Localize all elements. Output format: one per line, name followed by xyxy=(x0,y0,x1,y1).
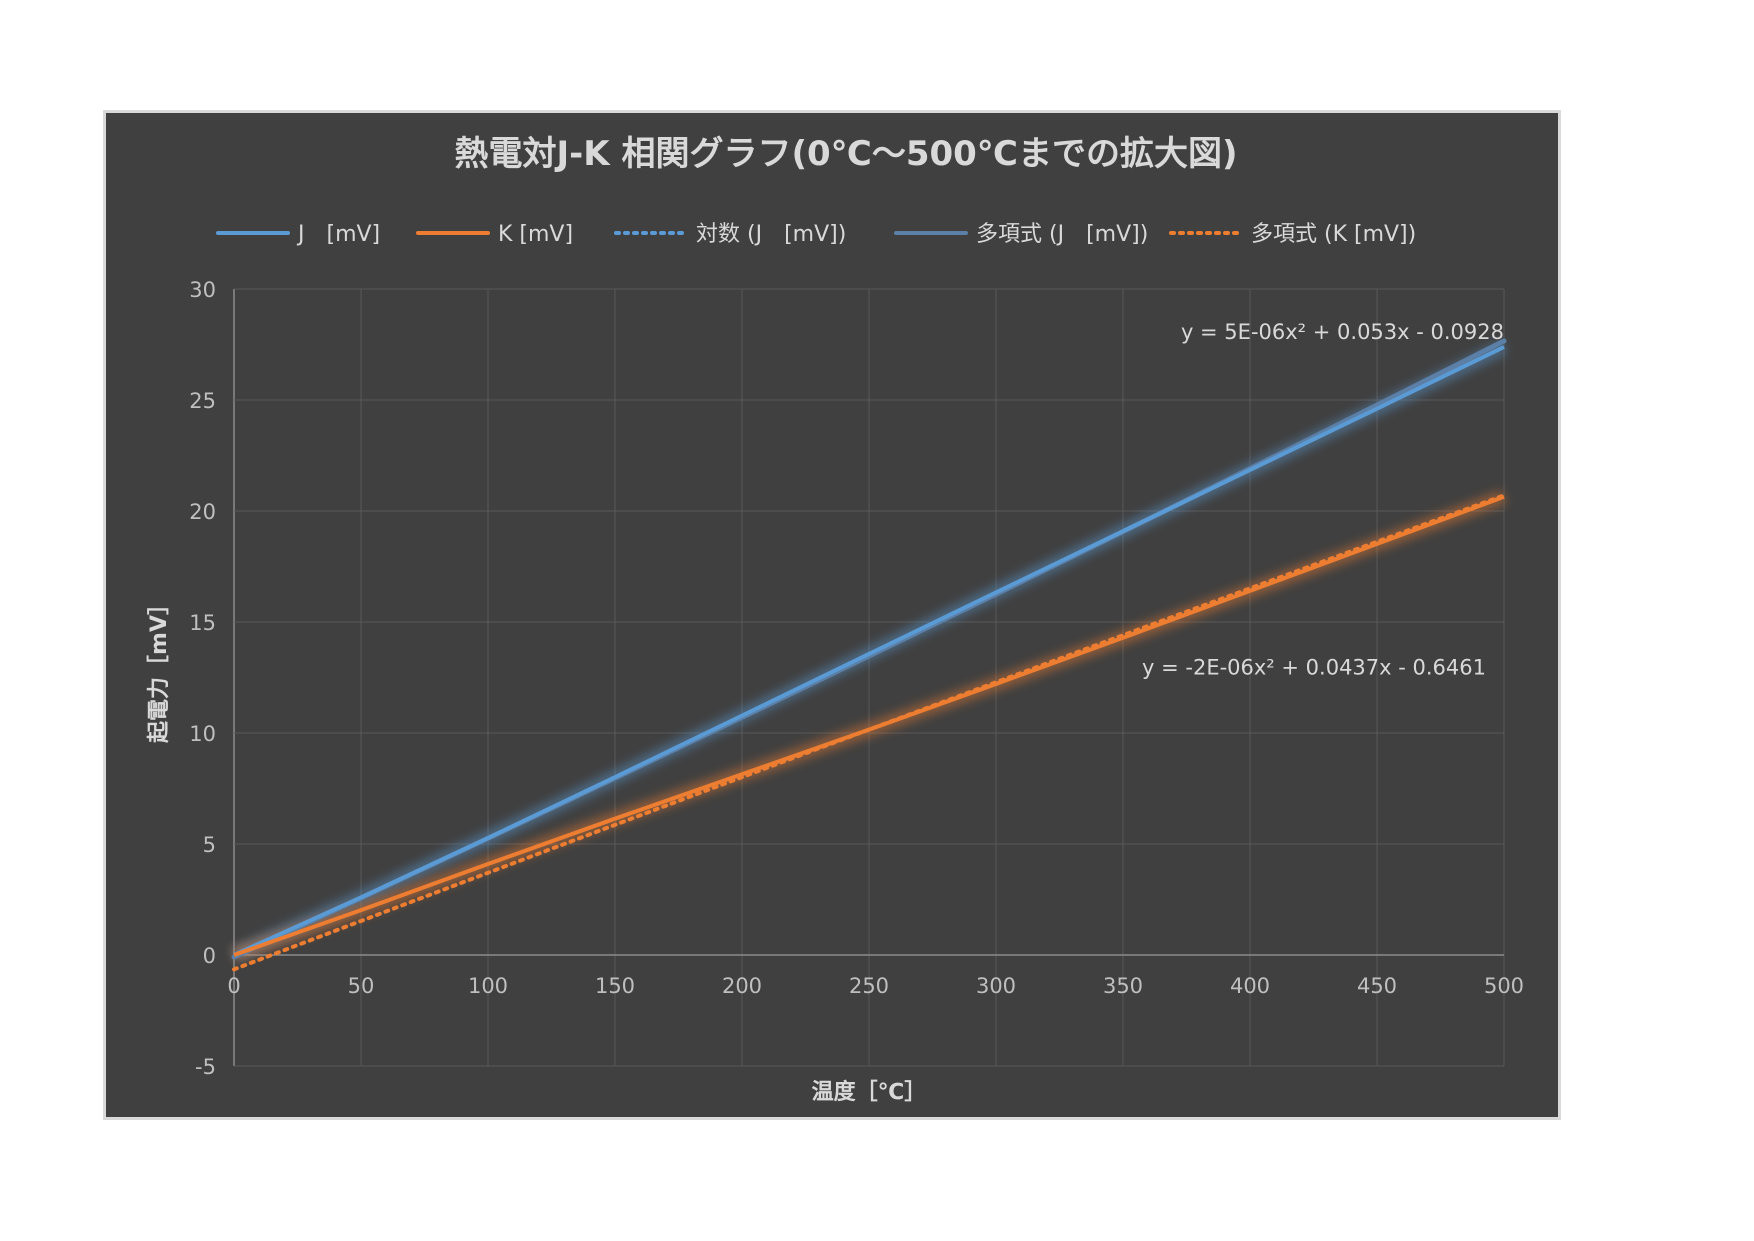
legend-item-4[interactable]: 多項式 (K [mV]) xyxy=(1169,222,1416,247)
chart-title: 熱電対J-K 相関グラフ(0℃～500℃までの拡大図) xyxy=(455,134,1238,174)
gridlines xyxy=(233,288,1505,1067)
trendline-equation: y = -2E-06x² + 0.0437x - 0.6461 xyxy=(1142,655,1486,679)
x-tick-label: 500 xyxy=(1484,974,1524,998)
x-tick-label: 400 xyxy=(1230,974,1270,998)
trendline-equation: y = 5E-06x² + 0.053x - 0.0928 xyxy=(1181,320,1504,344)
y-axis-label: 起電力［mV］ xyxy=(146,593,172,744)
legend-item-3[interactable]: 多項式 (J [mV]) xyxy=(894,222,1148,247)
y-tick-label: 5 xyxy=(203,833,216,857)
legend-label: K [mV] xyxy=(498,222,573,247)
x-tick-label: 150 xyxy=(595,974,635,998)
x-tick-label: 450 xyxy=(1357,974,1397,998)
y-tick-label: -5 xyxy=(195,1055,216,1079)
legend-label: 多項式 (J [mV]) xyxy=(976,222,1148,247)
legend-label: J [mV] xyxy=(296,222,380,247)
y-tick-label: 15 xyxy=(189,611,216,635)
legend: J [mV] K [mV] 対数 (J [mV]) 多項式 (J [mV]) 多項式 (… xyxy=(216,222,1416,247)
chart-panel: 熱電対J-K 相関グラフ(0℃～500℃までの拡大図) J [mV] K [mV]… xyxy=(106,113,1558,1117)
series-layer xyxy=(231,338,1508,972)
x-tick-label: 250 xyxy=(849,974,889,998)
x-axis-label: 温度［℃］ xyxy=(812,1079,927,1105)
legend-label: 多項式 (K [mV]) xyxy=(1251,222,1416,247)
y-tick-label: 25 xyxy=(189,389,216,413)
y-tick-label: 20 xyxy=(189,500,216,524)
legend-item-0[interactable]: J [mV] xyxy=(216,222,380,247)
y-tick-label: 30 xyxy=(189,278,216,302)
y-tick-label: 0 xyxy=(203,944,216,968)
legend-item-2[interactable]: 対数 (J [mV]) xyxy=(614,222,846,247)
legend-item-1[interactable]: K [mV] xyxy=(416,222,573,247)
trendline-equations: y = 5E-06x² + 0.053x - 0.0928 y = -2E-06x… xyxy=(1142,320,1504,679)
series-line-0 xyxy=(233,345,1505,957)
x-tick-label: 0 xyxy=(227,974,240,998)
x-tick-label: 350 xyxy=(1103,974,1143,998)
y-tick-label: 10 xyxy=(189,722,216,746)
series-line-1 xyxy=(233,494,1505,957)
tick-labels: 0 50 100 150 200 250 300 350 400 450 500 -5 0 5 10 15 20… xyxy=(189,278,1524,1079)
x-tick-label: 200 xyxy=(722,974,762,998)
x-tick-label: 300 xyxy=(976,974,1016,998)
chart-svg: 熱電対J-K 相関グラフ(0℃～500℃までの拡大図) J [mV] K [mV]… xyxy=(146,134,1524,1105)
x-tick-label: 50 xyxy=(348,974,375,998)
x-tick-label: 100 xyxy=(468,974,508,998)
legend-label: 対数 (J [mV]) xyxy=(696,222,846,247)
